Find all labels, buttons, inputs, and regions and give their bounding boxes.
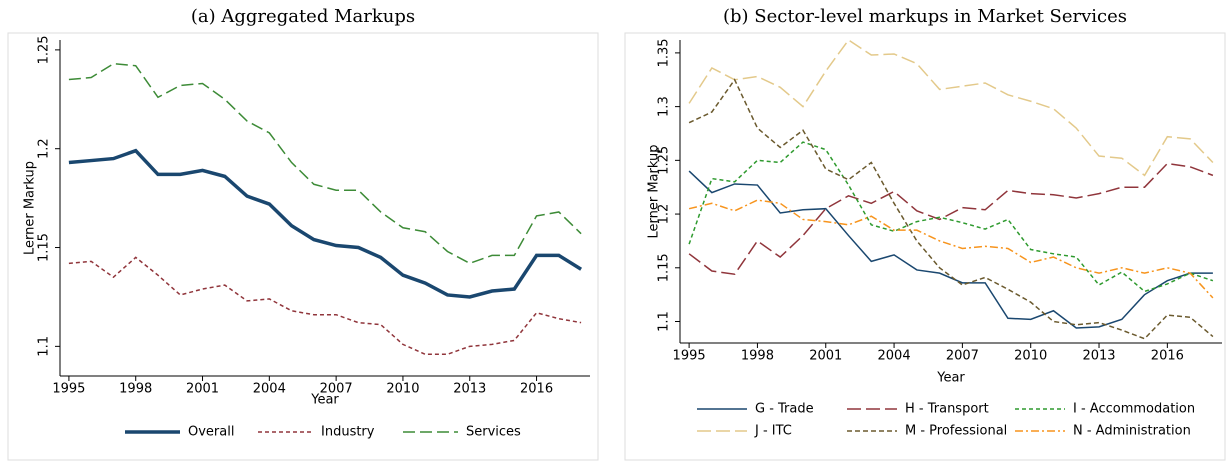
panel-frame <box>7 32 599 461</box>
panel-frame <box>624 32 1226 461</box>
x-tick-label: 2004 <box>878 349 911 364</box>
series-line <box>688 162 1214 276</box>
x-axis-label: Year <box>310 393 339 408</box>
legend-label: Overall <box>188 425 234 440</box>
y-tick-label: 1.1 <box>657 311 672 332</box>
chart-title: (a) Aggregated Markups <box>191 6 415 27</box>
y-tick-label: 1.15 <box>657 253 672 282</box>
x-tick-label: 2010 <box>1014 349 1047 364</box>
x-tick-label: 1995 <box>52 382 85 397</box>
x-tick-label: 2001 <box>186 382 219 397</box>
legend-label: Industry <box>321 425 375 440</box>
series-line <box>688 141 1214 293</box>
x-tick-label: 2007 <box>320 382 353 397</box>
x-tick-label: 2004 <box>253 382 286 397</box>
x-tick-label: 1998 <box>741 349 774 364</box>
legend-label: G - Trade <box>755 402 814 417</box>
series-line <box>688 170 1213 329</box>
y-tick-label: 1.15 <box>37 233 52 262</box>
series-line <box>688 199 1214 299</box>
series-line <box>688 38 1214 177</box>
y-tick-label: 1.2 <box>657 204 672 225</box>
series-line <box>68 256 582 356</box>
legend-label: N - Administration <box>1073 424 1191 439</box>
y-tick-label: 1.1 <box>37 336 52 357</box>
x-tick-label: 2001 <box>809 349 842 364</box>
x-axis-label: Year <box>936 371 965 386</box>
x-tick-label: 1998 <box>119 382 152 397</box>
legend-label: H - Transport <box>905 402 989 417</box>
series-line <box>68 148 583 299</box>
series-line <box>688 78 1214 340</box>
series-line <box>68 62 582 265</box>
y-tick-label: 1.35 <box>657 38 672 67</box>
x-tick-label: 2013 <box>453 382 486 397</box>
legend-label: Services <box>466 425 521 440</box>
x-tick-label: 1995 <box>673 349 706 364</box>
x-tick-label: 2013 <box>1082 349 1115 364</box>
y-tick-label: 1.2 <box>37 138 52 159</box>
chart-title: (b) Sector-level markups in Market Servi… <box>723 6 1127 27</box>
y-tick-label: 1.25 <box>657 146 672 175</box>
legend-label: J - ITC <box>754 424 792 439</box>
x-tick-label: 2010 <box>386 382 419 397</box>
y-axis-label: Lerner Markup <box>647 145 662 239</box>
x-tick-label: 2016 <box>1151 349 1184 364</box>
y-axis-label: Lerner Markup <box>23 161 38 255</box>
x-tick-label: 2016 <box>520 382 553 397</box>
y-tick-label: 1.3 <box>657 96 672 117</box>
x-tick-label: 2007 <box>946 349 979 364</box>
legend-label: M - Professional <box>905 424 1007 439</box>
legend-label: I - Accommodation <box>1073 402 1195 417</box>
y-tick-label: 1.25 <box>37 35 52 64</box>
